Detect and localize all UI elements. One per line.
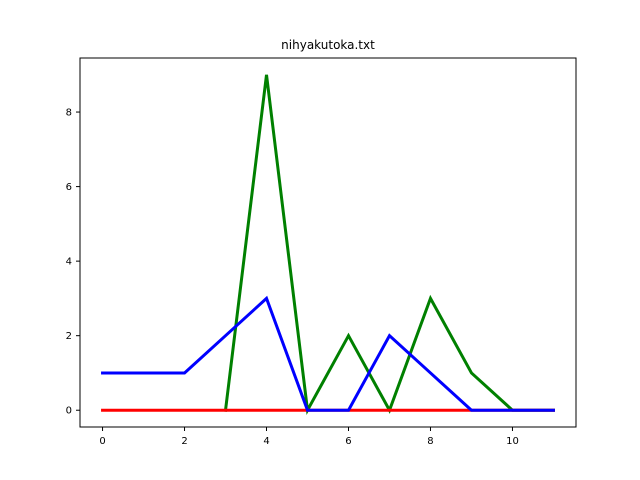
y-tick-label: 6 xyxy=(66,182,72,193)
x-tick-label: 0 xyxy=(99,436,105,447)
x-tick-label: 2 xyxy=(181,436,187,447)
series-layer xyxy=(101,74,555,416)
y-tick-label: 2 xyxy=(66,331,72,342)
x-tick-label: 4 xyxy=(263,436,269,447)
axes-layer: 0 2 4 6 8 10 0 2 4 6 8 xyxy=(66,57,577,447)
chart-title: nihyakutoka.txt xyxy=(281,38,375,52)
series-line-3 xyxy=(101,295,555,412)
x-tick-label: 10 xyxy=(506,436,519,447)
x-tick-label: 6 xyxy=(345,436,351,447)
plot-frame xyxy=(79,57,577,428)
y-tick-label: 8 xyxy=(66,108,72,119)
y-tick-label: 4 xyxy=(66,257,72,268)
y-tick-label: 0 xyxy=(66,406,72,417)
x-tick-label: 8 xyxy=(427,436,433,447)
